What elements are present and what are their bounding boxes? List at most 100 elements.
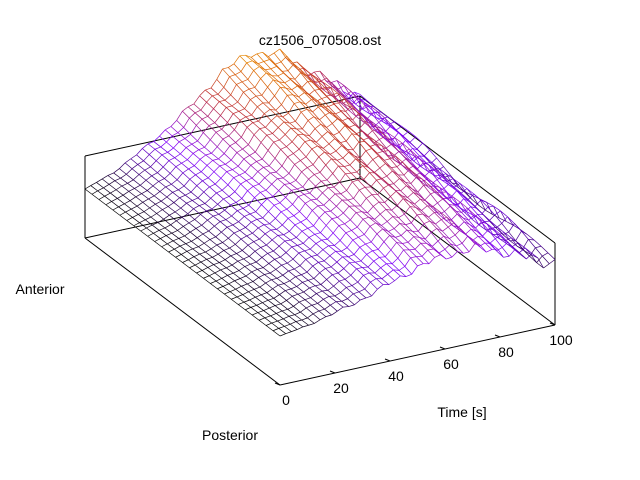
- mesh-segment-u: [189, 178, 198, 186]
- mesh-segment-u: [346, 116, 355, 125]
- mesh-segment-v: [291, 85, 298, 91]
- mesh-segment-v: [231, 101, 238, 107]
- mesh-segment-u: [390, 143, 398, 151]
- mesh-segment-u: [288, 112, 296, 122]
- mesh-segment-v: [231, 296, 238, 300]
- mesh-segment-v: [265, 322, 272, 326]
- mesh-segment-u: [306, 74, 314, 83]
- mesh-segment-v: [387, 154, 394, 157]
- mesh-segment-v: [448, 204, 455, 206]
- mesh-segment-v: [131, 164, 139, 169]
- mesh-segment-v: [196, 118, 203, 126]
- mesh-segment-u: [346, 99, 354, 107]
- mesh-segment-v: [283, 231, 290, 236]
- mesh-segment-u: [430, 193, 438, 204]
- mesh-segment-v: [353, 189, 360, 199]
- mesh-segment-v: [360, 254, 367, 262]
- mesh-segment-u: [485, 209, 493, 215]
- mesh-segment-v: [172, 132, 179, 137]
- mesh-segment-u: [493, 205, 501, 212]
- mesh-segment-u: [124, 162, 133, 169]
- mesh-segment-v: [200, 210, 207, 215]
- mesh-segment-v: [257, 61, 264, 65]
- mesh-segment-u: [352, 181, 360, 191]
- mesh-segment-u: [302, 67, 310, 74]
- mesh-segment-u: [497, 226, 505, 233]
- mesh-segment-v: [393, 178, 400, 184]
- mesh-segment-u: [178, 189, 186, 196]
- mesh-segment-u: [388, 123, 397, 131]
- mesh-segment-v: [424, 232, 432, 240]
- mesh-segment-u: [506, 221, 514, 226]
- mesh-segment-v: [102, 175, 109, 180]
- mesh-segment-u: [356, 97, 364, 103]
- mesh-segment-u: [285, 57, 293, 64]
- mesh-segment-v: [249, 296, 256, 301]
- mesh-segment-u: [407, 197, 415, 205]
- mesh-segment-v: [309, 128, 316, 137]
- mesh-segment-v: [220, 219, 226, 222]
- mesh-segment-u: [352, 239, 361, 248]
- mesh-segment-v: [431, 202, 438, 208]
- mesh-segment-u: [324, 308, 332, 316]
- mesh-segment-u: [398, 217, 406, 225]
- mesh-segment-u: [409, 142, 418, 150]
- mesh-segment-u: [249, 213, 258, 220]
- mesh-segment-v: [218, 153, 225, 160]
- mesh-segment-v: [139, 219, 146, 224]
- mesh-segment-u: [174, 157, 182, 164]
- mesh-segment-v: [302, 120, 309, 130]
- mesh-segment-u: [313, 81, 321, 90]
- mesh-segment-u: [385, 163, 393, 172]
- mesh-segment-u: [141, 193, 149, 200]
- mesh-segment-v: [369, 112, 376, 114]
- mesh-segment-v: [170, 220, 177, 226]
- mesh-segment-u: [294, 268, 302, 276]
- mesh-segment-v: [195, 261, 202, 266]
- mesh-segment-v: [251, 171, 259, 179]
- mesh-segment-v: [212, 253, 219, 258]
- mesh-segment-v: [303, 287, 310, 293]
- mesh-segment-u: [166, 196, 175, 203]
- mesh-segment-u: [296, 61, 305, 69]
- mesh-segment-u: [383, 241, 392, 251]
- mesh-segment-u: [397, 150, 405, 158]
- mesh-segment-u: [253, 241, 261, 248]
- mesh-segment-v: [269, 218, 276, 225]
- mesh-segment-u: [348, 205, 357, 213]
- mesh-segment-v: [379, 209, 387, 215]
- mesh-segment-u: [232, 224, 241, 231]
- y-axis-label-anterior: Anterior: [15, 281, 64, 297]
- mesh-segment-v: [288, 314, 295, 317]
- mesh-segment-u: [266, 134, 274, 143]
- mesh-segment-v: [543, 263, 550, 269]
- mesh-segment-u: [194, 112, 203, 120]
- mesh-segment-u: [292, 295, 300, 303]
- mesh-segment-v: [395, 235, 402, 238]
- mesh-segment-v: [358, 179, 364, 181]
- mesh-segment-u: [425, 200, 434, 207]
- mesh-segment-u: [264, 177, 272, 185]
- mesh-segment-v: [339, 232, 347, 241]
- mesh-segment-v: [231, 260, 238, 266]
- mesh-segment-u: [375, 172, 383, 179]
- mesh-segment-v: [173, 197, 180, 203]
- mesh-segment-u: [334, 245, 342, 252]
- mesh-segment-u: [147, 143, 156, 150]
- mesh-segment-v: [268, 95, 275, 104]
- mesh-segment-u: [306, 218, 314, 227]
- mesh-segment-v: [192, 149, 199, 154]
- mesh-segment-u: [384, 202, 392, 211]
- mesh-segment-u: [250, 57, 259, 64]
- mesh-segment-u: [339, 92, 347, 100]
- mesh-segment-u: [329, 93, 337, 100]
- mesh-segment-v: [268, 158, 276, 167]
- mesh-segment-v: [110, 189, 117, 194]
- mesh-segment-u: [314, 128, 323, 137]
- mesh-segment-u: [177, 132, 186, 139]
- mesh-segment-v: [328, 103, 335, 107]
- mesh-segment-u: [446, 216, 455, 224]
- mesh-segment-v: [407, 152, 414, 162]
- mesh-segment-u: [182, 172, 191, 180]
- mesh-segment-u: [291, 89, 299, 98]
